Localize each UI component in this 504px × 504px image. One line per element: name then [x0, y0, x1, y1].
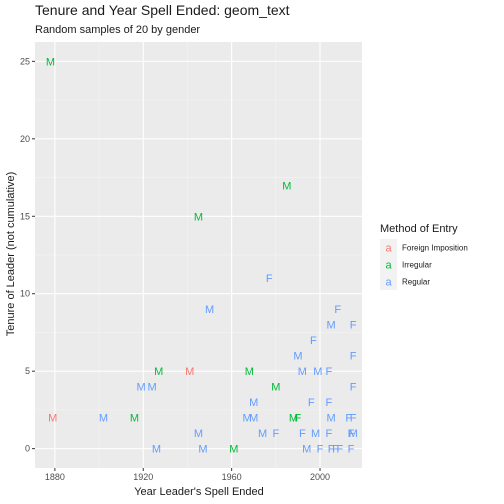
data-point-label: M: [298, 366, 307, 378]
data-point-label: F: [350, 351, 357, 363]
data-point-label: F: [350, 413, 357, 425]
major-gridlines: [35, 42, 362, 468]
data-point-label: F: [350, 320, 357, 332]
data-point-label: M: [205, 304, 214, 316]
chart-title: Tenure and Year Spell Ended: geom_text: [35, 2, 290, 18]
y-tick-label: 25: [20, 56, 30, 66]
data-point-label: M: [152, 444, 161, 456]
data-point-label: M: [243, 413, 252, 425]
y-tick-label: 5: [25, 366, 30, 376]
data-point-label: M: [271, 382, 280, 394]
data-point-label: M: [185, 366, 194, 378]
y-tick-label: 10: [20, 289, 30, 299]
data-point-label: M: [249, 397, 258, 409]
data-point-label: M: [99, 413, 108, 425]
data-point-label: M: [48, 413, 57, 425]
data-point-label: F: [310, 335, 317, 347]
x-tick-label: 1880: [45, 472, 65, 482]
data-point-label: F: [295, 413, 302, 425]
data-point-label: M: [194, 211, 203, 223]
data-point-label: M: [293, 351, 302, 363]
data-point-label: M: [198, 444, 207, 456]
data-point-label: F: [317, 444, 324, 456]
legend-title: Method of Entry: [380, 223, 458, 235]
legend-label: Foreign Imposition: [402, 244, 468, 253]
data-point-label: M: [313, 366, 322, 378]
data-point-label: M: [311, 428, 320, 440]
data-point-label: M: [194, 428, 203, 440]
legend-key: [380, 239, 397, 256]
legend: Method of Entry a Foreign Imposition a Irre…: [380, 223, 468, 290]
legend-key-glyph: a: [385, 260, 392, 272]
data-point-label: M: [289, 413, 298, 425]
data-point-label: M: [154, 366, 163, 378]
data-point-label: M: [349, 428, 358, 440]
data-point-label: F: [334, 304, 341, 316]
data-point-label: F: [325, 397, 332, 409]
data-point-label: F: [325, 428, 332, 440]
y-axis-title: Tenure of Leader (not cumulative): [5, 172, 17, 336]
data-point-label: M: [282, 180, 291, 192]
y-tick-label: 15: [20, 211, 30, 221]
data-point-label: F: [325, 366, 332, 378]
data-point-label: F: [348, 428, 355, 440]
data-point-label: M: [46, 56, 55, 68]
data-point-label: M: [258, 428, 267, 440]
x-tick-label: 1960: [222, 472, 242, 482]
data-point-label: M: [136, 382, 145, 394]
data-point-label: M: [326, 413, 335, 425]
data-point-label: F: [299, 428, 306, 440]
data-point-label: F: [345, 413, 352, 425]
data-point-label: F: [308, 397, 315, 409]
legend-label: Irregular: [402, 261, 432, 270]
data-point-label: M: [326, 320, 335, 332]
data-point-label: F: [332, 444, 339, 456]
data-point-label: F: [272, 428, 279, 440]
y-axis: 0 5 10 15 20 25: [20, 56, 35, 454]
data-point-label: F: [266, 273, 273, 285]
x-tick-label: 1920: [133, 472, 153, 482]
y-tick-label: 0: [25, 444, 30, 454]
legend-key-glyph: a: [385, 277, 392, 289]
legend-key-glyph: a: [385, 243, 392, 255]
data-point-label: F: [350, 382, 357, 394]
data-point-label: F: [337, 444, 344, 456]
legend-key: [380, 273, 397, 290]
data-point-label: M: [302, 444, 311, 456]
y-tick-label: 20: [20, 134, 30, 144]
x-axis-title: Year Leader's Spell Ended: [134, 486, 264, 498]
minor-gridlines: [35, 42, 362, 468]
data-point-label: F: [348, 444, 355, 456]
data-point-label: M: [148, 382, 157, 394]
x-tick-label: 2000: [310, 472, 330, 482]
legend-label: Regular: [402, 278, 430, 287]
chart-subtitle: Random samples of 20 by gender: [35, 24, 200, 36]
data-point-label: F: [328, 444, 335, 456]
data-point-label: M: [229, 444, 238, 456]
data-point-label: M: [245, 366, 254, 378]
x-axis: 1880 1920 1960 2000: [45, 468, 330, 482]
data-point-label: M: [249, 413, 258, 425]
data-point-label: M: [130, 413, 139, 425]
legend-key: [380, 256, 397, 273]
